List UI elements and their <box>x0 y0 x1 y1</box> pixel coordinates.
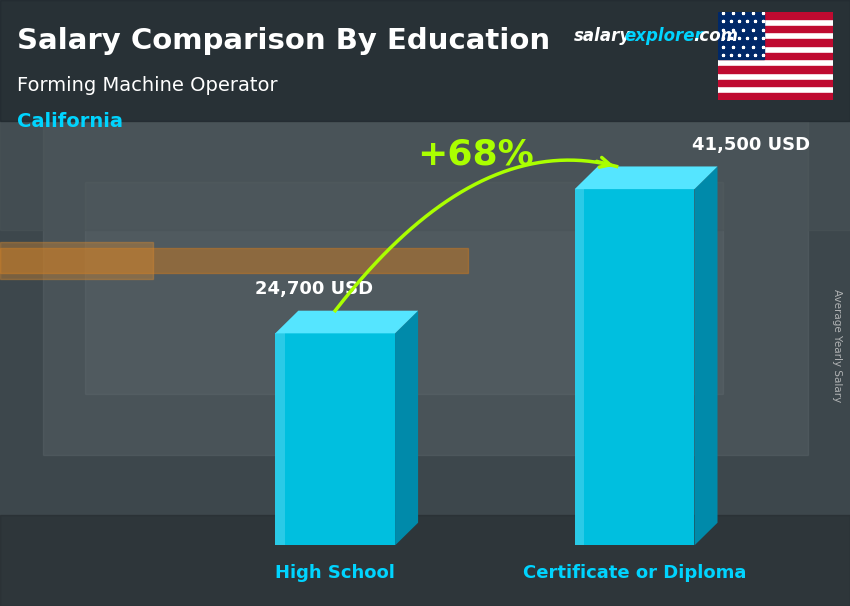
Polygon shape <box>395 311 418 545</box>
Polygon shape <box>575 189 694 545</box>
Bar <box>0 0 850 121</box>
Bar <box>718 80 833 87</box>
Polygon shape <box>575 189 584 545</box>
Bar <box>85 182 722 394</box>
Text: Certificate or Diploma: Certificate or Diploma <box>523 564 746 582</box>
Bar <box>718 53 833 59</box>
Bar <box>718 25 833 32</box>
Text: explorer: explorer <box>625 27 704 45</box>
Bar <box>718 66 833 73</box>
Polygon shape <box>575 167 717 189</box>
Bar <box>718 12 833 19</box>
Text: High School: High School <box>275 564 395 582</box>
Text: Average Yearly Salary: Average Yearly Salary <box>832 289 842 402</box>
Text: Forming Machine Operator: Forming Machine Operator <box>17 76 278 95</box>
Bar <box>718 39 833 46</box>
Bar <box>0 248 468 273</box>
Text: 41,500 USD: 41,500 USD <box>692 136 810 154</box>
Bar <box>718 12 764 59</box>
Text: Salary Comparison By Education: Salary Comparison By Education <box>17 27 550 55</box>
Polygon shape <box>275 311 418 333</box>
Text: California: California <box>17 112 123 131</box>
Bar <box>42 121 807 454</box>
Polygon shape <box>275 333 395 545</box>
Bar <box>718 93 833 100</box>
Polygon shape <box>275 333 285 545</box>
Text: 24,700 USD: 24,700 USD <box>254 281 372 298</box>
Bar <box>0 515 850 606</box>
Polygon shape <box>694 167 717 545</box>
Bar <box>0 242 153 279</box>
Text: +68%: +68% <box>417 137 535 171</box>
Bar <box>0 0 850 230</box>
Text: salary: salary <box>574 27 631 45</box>
Text: .com: .com <box>693 27 738 45</box>
